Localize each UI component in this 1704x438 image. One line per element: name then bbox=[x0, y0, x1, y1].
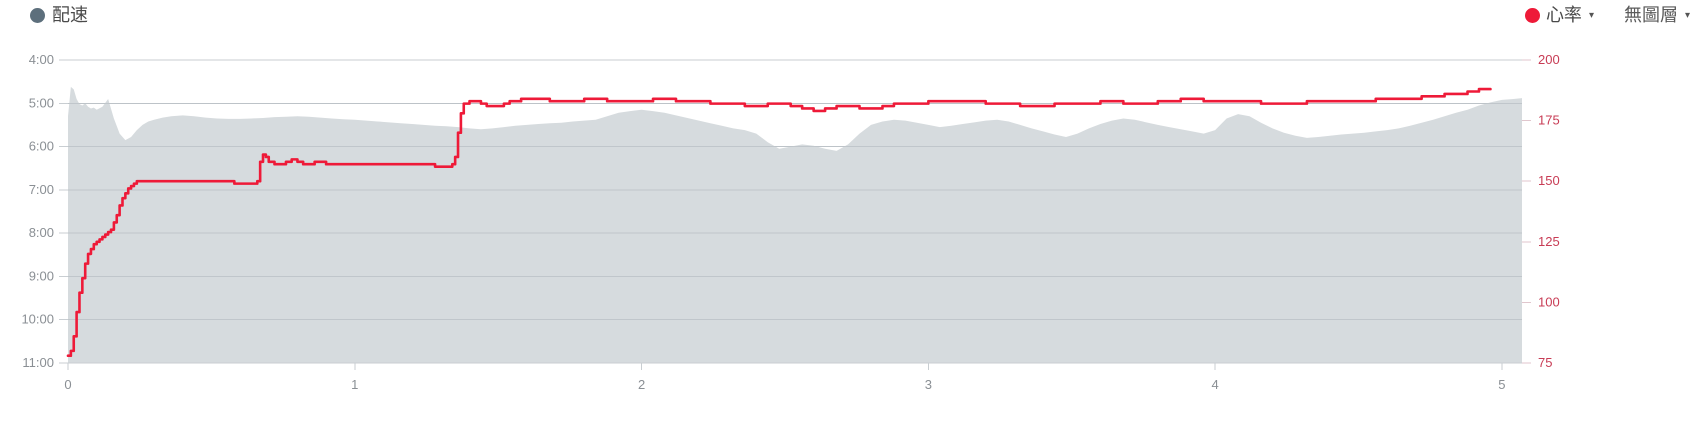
legend-pace: 配速 bbox=[30, 6, 88, 24]
y-axis-left-tick: 11:00 bbox=[22, 355, 54, 370]
y-axis-left-tick: 4:00 bbox=[29, 52, 54, 67]
y-axis-right-tick: 75 bbox=[1538, 355, 1552, 370]
y-axis-left-tick: 10:00 bbox=[21, 312, 54, 327]
y-axis-left-tick: 5:00 bbox=[29, 95, 54, 110]
chart-canvas: 4:00 5:00 6:00 7:00 8:00 9:00 10:00 11:00 200 175… bbox=[0, 38, 1704, 438]
pace-area-series bbox=[68, 86, 1522, 363]
circle-icon bbox=[1524, 7, 1540, 23]
x-axis-tick: 4 bbox=[1212, 377, 1219, 392]
layer-selector-label: 無圖層 bbox=[1623, 5, 1678, 25]
y-axis-right-tick: 150 bbox=[1538, 173, 1560, 188]
y-axis-left-tick: 8:00 bbox=[29, 225, 54, 240]
chevron-down-icon: ▾ bbox=[1684, 10, 1690, 21]
y-axis-right-tick: 100 bbox=[1538, 294, 1560, 309]
y-axis-right-tick: 125 bbox=[1538, 234, 1560, 249]
x-axis-tick: 5 bbox=[1498, 377, 1505, 392]
circle-icon bbox=[30, 7, 45, 23]
y-axis-right-tick: 175 bbox=[1538, 113, 1560, 128]
chevron-down-icon: ▾ bbox=[1588, 10, 1594, 21]
chart-svg: 4:005:006:007:008:009:0010:0011:00200175… bbox=[21, 52, 1560, 392]
x-axis-tick: 0 bbox=[64, 377, 71, 392]
legend-pace-label: 配速 bbox=[52, 5, 88, 25]
heart-rate-line-series bbox=[66, 87, 1492, 358]
legend-heart-rate-label: 心率 bbox=[1545, 5, 1582, 25]
chart-header: 配速 心率 ▾ 無圖層 ▾ bbox=[0, 0, 1704, 38]
x-axis-tick: 2 bbox=[638, 377, 645, 392]
y-axis-left-tick: 7:00 bbox=[29, 182, 54, 197]
y-axis-right-tick: 200 bbox=[1538, 52, 1560, 67]
metric-selector-heart-rate[interactable]: 心率 ▾ bbox=[1524, 5, 1594, 25]
chart-header-controls: 心率 ▾ 無圖層 ▾ bbox=[1524, 5, 1690, 25]
layer-selector[interactable]: 無圖層 ▾ bbox=[1624, 6, 1690, 24]
x-axis-tick: 3 bbox=[925, 377, 932, 392]
y-axis-left-tick: 9:00 bbox=[29, 268, 54, 283]
y-axis-left-tick: 6:00 bbox=[29, 139, 54, 154]
x-axis-tick: 1 bbox=[351, 377, 358, 392]
